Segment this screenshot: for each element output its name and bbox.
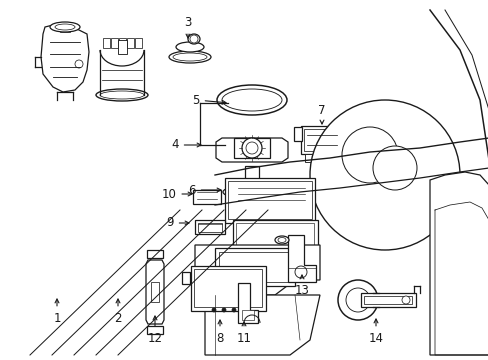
Bar	[190, 266, 265, 310]
Bar	[102, 38, 109, 48]
Text: 9: 9	[166, 216, 188, 230]
Text: 7: 7	[318, 104, 325, 124]
Circle shape	[337, 280, 377, 320]
Circle shape	[231, 308, 236, 312]
Bar	[224, 177, 314, 222]
Bar	[118, 38, 125, 48]
Bar	[110, 38, 117, 48]
Ellipse shape	[169, 51, 210, 63]
Bar	[341, 127, 349, 141]
Circle shape	[401, 296, 409, 304]
Bar	[193, 190, 221, 204]
Text: 13: 13	[294, 275, 309, 297]
Polygon shape	[195, 245, 319, 295]
Circle shape	[212, 308, 216, 312]
Ellipse shape	[222, 89, 282, 111]
Bar	[194, 269, 262, 307]
Bar	[134, 38, 141, 48]
Circle shape	[294, 266, 306, 278]
Ellipse shape	[50, 22, 80, 32]
Bar	[242, 310, 253, 320]
Text: 11: 11	[236, 322, 251, 345]
Circle shape	[372, 146, 416, 190]
Ellipse shape	[100, 91, 143, 99]
Bar	[301, 126, 342, 154]
Text: 1: 1	[53, 299, 61, 324]
Bar	[234, 138, 269, 158]
Polygon shape	[146, 260, 163, 324]
Ellipse shape	[176, 42, 203, 52]
Polygon shape	[238, 283, 258, 323]
Bar	[232, 220, 317, 250]
Ellipse shape	[223, 188, 241, 196]
Circle shape	[341, 127, 397, 183]
Ellipse shape	[187, 34, 200, 44]
Ellipse shape	[278, 238, 285, 243]
Bar	[236, 223, 313, 247]
Ellipse shape	[55, 24, 75, 30]
Bar	[305, 154, 323, 162]
Circle shape	[222, 308, 225, 312]
Ellipse shape	[217, 85, 286, 115]
Text: 4: 4	[171, 139, 201, 152]
Bar	[182, 272, 190, 284]
Circle shape	[190, 35, 198, 43]
Bar	[147, 326, 163, 334]
Bar	[360, 293, 415, 307]
Bar	[117, 40, 126, 54]
Ellipse shape	[173, 53, 206, 61]
Ellipse shape	[96, 89, 148, 101]
Bar	[219, 252, 290, 282]
Bar	[304, 129, 339, 151]
Circle shape	[242, 308, 245, 312]
Bar	[244, 166, 259, 184]
Text: 14: 14	[368, 319, 383, 345]
Bar	[147, 250, 163, 258]
Circle shape	[242, 138, 262, 158]
Circle shape	[309, 100, 459, 250]
Polygon shape	[41, 24, 89, 92]
Text: 10: 10	[161, 188, 192, 201]
Ellipse shape	[245, 186, 258, 194]
Polygon shape	[216, 138, 287, 162]
Bar	[198, 222, 222, 231]
Bar	[126, 38, 133, 48]
Polygon shape	[287, 235, 315, 282]
Text: 5: 5	[192, 94, 225, 107]
Polygon shape	[204, 295, 319, 355]
Polygon shape	[429, 172, 488, 355]
Circle shape	[346, 288, 369, 312]
Text: 2: 2	[114, 299, 122, 324]
Bar	[363, 296, 411, 304]
Bar	[215, 248, 294, 286]
Text: 6: 6	[188, 184, 221, 197]
Text: 8: 8	[216, 320, 223, 345]
Bar	[246, 180, 257, 190]
Bar	[227, 181, 311, 219]
Bar	[293, 127, 302, 141]
Ellipse shape	[226, 189, 237, 194]
Text: 3: 3	[184, 15, 191, 38]
Bar	[195, 220, 224, 234]
Bar	[151, 282, 159, 302]
Circle shape	[245, 142, 258, 154]
Ellipse shape	[274, 236, 288, 244]
Circle shape	[75, 60, 83, 68]
Text: 12: 12	[147, 316, 162, 345]
